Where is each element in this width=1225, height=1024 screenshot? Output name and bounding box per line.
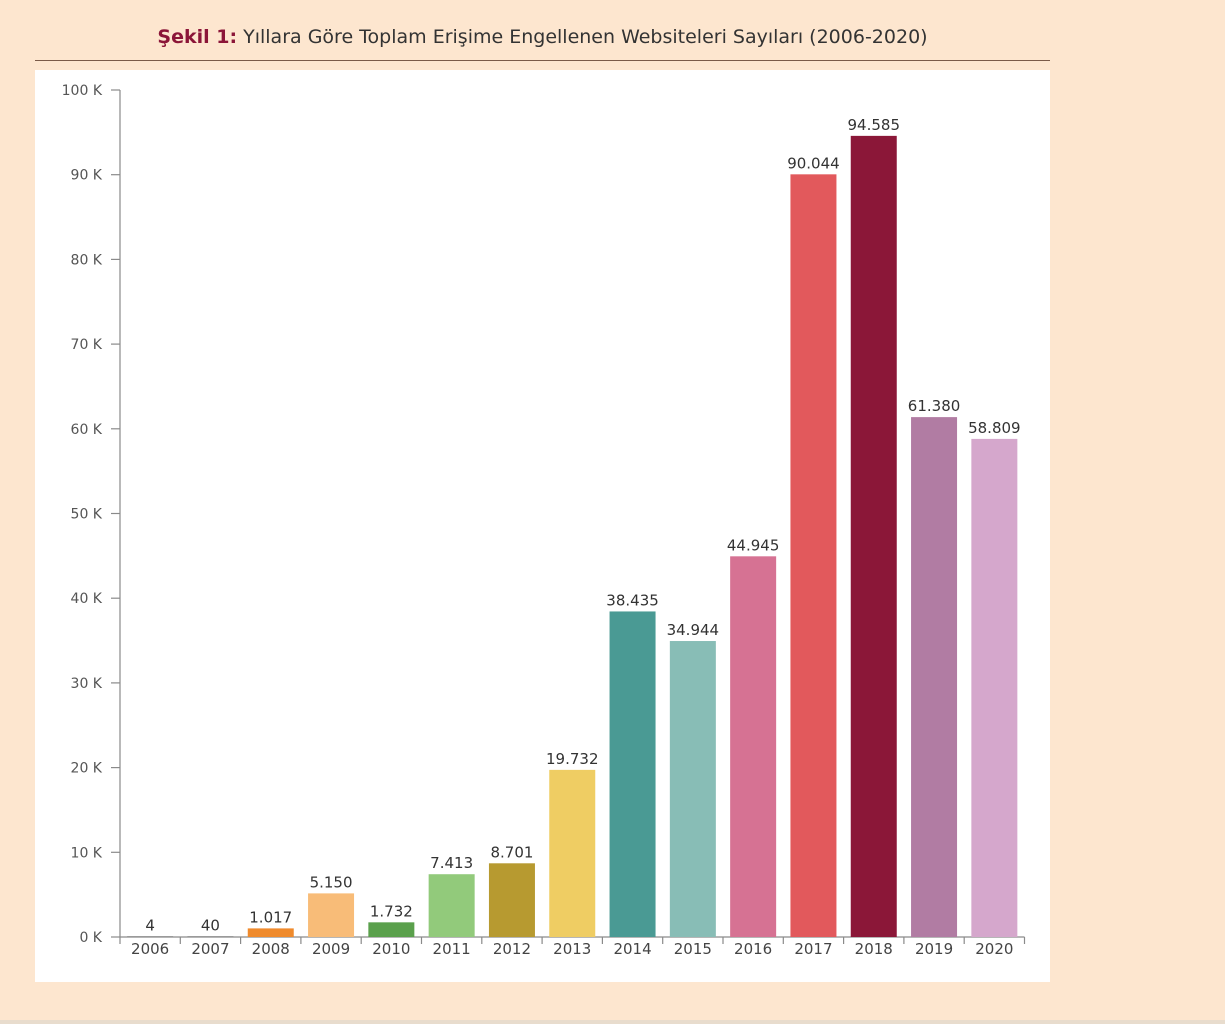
value-label-2006: 4 bbox=[145, 916, 155, 934]
x-tick-label: 2010 bbox=[372, 940, 410, 958]
value-label-2008: 1.017 bbox=[249, 908, 292, 926]
x-tick-label: 2009 bbox=[312, 940, 350, 958]
bar-2011 bbox=[428, 874, 475, 937]
y-tick-label: 10 K bbox=[71, 845, 103, 861]
y-axis: 0 K 10 K 20 K 30 K 40 K 50 K 60 K 70 K 80 K 90 K 1… bbox=[62, 83, 121, 946]
x-tick-label: 2006 bbox=[131, 940, 169, 958]
value-labels: 4 40 1.017 5.150 1.732 7.413 8.701 19.732 38.435… bbox=[145, 116, 1020, 935]
value-label-2014: 38.435 bbox=[606, 591, 659, 609]
x-tick-label: 2017 bbox=[794, 940, 832, 958]
y-tick-label: 80 K bbox=[71, 252, 103, 268]
bar-2017 bbox=[790, 174, 837, 937]
y-tick-label: 70 K bbox=[71, 337, 103, 353]
x-tick-label: 2014 bbox=[613, 940, 651, 958]
y-tick-label: 20 K bbox=[71, 761, 103, 777]
x-tick-label: 2011 bbox=[433, 940, 471, 958]
bar-2016 bbox=[730, 556, 777, 937]
chart-title: Şekil 1: Yıllara Göre Toplam Erişime Eng… bbox=[35, 26, 1050, 48]
y-tick-label: 50 K bbox=[71, 507, 103, 523]
value-label-2019: 61.380 bbox=[908, 397, 961, 415]
y-tick-label: 40 K bbox=[71, 591, 103, 607]
bar-2008 bbox=[247, 928, 294, 937]
x-tick-label: 2013 bbox=[553, 940, 591, 958]
y-tick-label: 0 K bbox=[79, 930, 102, 946]
x-tick-label: 2015 bbox=[674, 940, 712, 958]
value-label-2016: 44.945 bbox=[727, 536, 780, 554]
y-tick-label: 30 K bbox=[71, 676, 103, 692]
x-tick-label: 2019 bbox=[915, 940, 953, 958]
value-label-2017: 90.044 bbox=[787, 154, 840, 172]
bar-2019 bbox=[911, 417, 958, 937]
value-label-2015: 34.944 bbox=[667, 621, 720, 639]
x-axis: 2006 2007 2008 2009 2010 2011 2012 2013 2014 2015… bbox=[119, 936, 1026, 958]
value-label-2018: 94.585 bbox=[848, 116, 901, 134]
value-label-2011: 7.413 bbox=[430, 854, 473, 872]
value-label-2009: 5.150 bbox=[310, 873, 353, 891]
y-tick-label: 90 K bbox=[71, 168, 103, 184]
bar-2018 bbox=[850, 135, 897, 937]
bar-2012 bbox=[488, 863, 535, 937]
bar-2010 bbox=[368, 922, 415, 937]
x-tick-label: 2018 bbox=[855, 940, 893, 958]
chart-title-lead: Şekil 1: bbox=[157, 26, 238, 48]
x-tick-label: 2016 bbox=[734, 940, 772, 958]
chart-title-text: Yıllara Göre Toplam Erişime Engellenen W… bbox=[237, 26, 928, 48]
bottom-band bbox=[0, 1020, 1225, 1024]
bar-2006 bbox=[127, 936, 174, 937]
bar-2009 bbox=[308, 893, 355, 937]
bar-2013 bbox=[549, 769, 596, 937]
value-label-2012: 8.701 bbox=[490, 843, 533, 861]
y-tick-label: 60 K bbox=[71, 422, 103, 438]
value-label-2010: 1.732 bbox=[370, 902, 413, 920]
title-divider bbox=[35, 60, 1050, 61]
value-label-2007: 40 bbox=[201, 916, 220, 934]
value-label-2020: 58.809 bbox=[968, 419, 1021, 437]
bar-2015 bbox=[669, 641, 716, 937]
x-tick-label: 2008 bbox=[252, 940, 290, 958]
y-tick-label: 100 K bbox=[62, 83, 103, 99]
x-tick-label: 2007 bbox=[191, 940, 229, 958]
bar-2020 bbox=[971, 438, 1018, 937]
bar-2007 bbox=[187, 936, 234, 937]
x-tick-label: 2020 bbox=[975, 940, 1013, 958]
bars bbox=[127, 135, 1018, 937]
x-tick-label: 2012 bbox=[493, 940, 531, 958]
bar-2014 bbox=[609, 611, 656, 937]
value-label-2013: 19.732 bbox=[546, 750, 599, 768]
